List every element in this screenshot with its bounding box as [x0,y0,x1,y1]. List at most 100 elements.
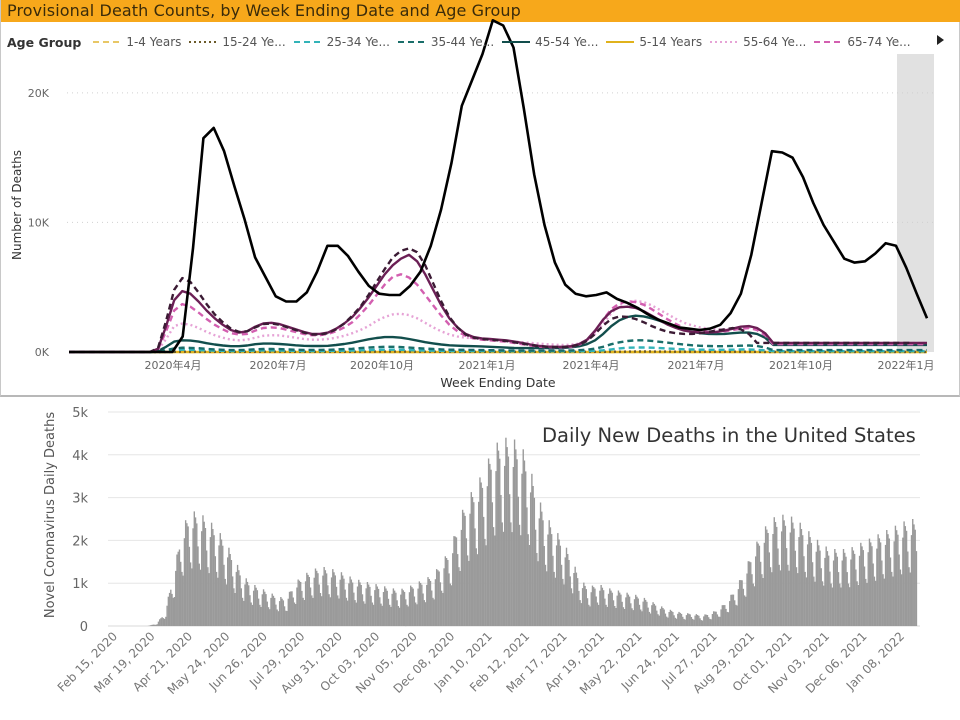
chart-legend: Age Group 1-4 Years 15-24 Ye... 25-34 Ye..… [7,33,917,51]
daily-bar [907,551,909,626]
daily-bar [205,550,208,626]
daily-bar [375,584,377,626]
y-tick-label: 1k [72,577,88,592]
daily-bar [737,589,740,626]
daily-bar [705,614,707,626]
daily-bar [356,586,359,626]
daily-bar [346,600,349,626]
daily-bar [476,554,479,626]
daily-bar [322,575,324,626]
daily-bar [458,567,460,626]
legend-item-35-44-years[interactable]: 35-44 Ye... [396,35,494,49]
daily-bar [580,603,583,626]
daily-bar [716,614,719,626]
daily-bar [241,597,244,626]
daily-bar [661,606,663,626]
daily-bar [882,574,884,626]
daily-bar [623,609,626,626]
daily-bar [825,546,827,626]
daily-bar [574,566,576,626]
daily-bar [784,525,787,626]
daily-bar [815,551,817,626]
daily-bar [453,536,455,626]
daily-bar [480,482,482,626]
daily-bar [344,589,346,626]
daily-bar [172,597,174,626]
daily-bar [584,585,586,626]
daily-bar [553,571,555,626]
legend-item-65-74-years[interactable]: 65-74 Ye... [812,35,911,49]
daily-bar [431,590,433,626]
daily-bar [183,538,186,626]
daily-bar [669,609,672,626]
legend-swatch-icon [502,41,531,43]
legend-swatch-icon [397,41,426,43]
daily-bar [260,607,262,626]
daily-bar [303,600,306,626]
daily-bar [484,538,486,626]
daily-bar [388,604,391,626]
daily-bar [715,611,717,626]
daily-bar [210,522,213,626]
daily-bar [440,590,443,626]
daily-bar [569,576,571,626]
daily-bar [700,620,702,626]
daily-bar [381,605,383,626]
daily-bar [204,528,207,626]
daily-bar [246,581,249,626]
legend-swatch-icon [293,41,322,43]
legend-label: 45-54 Ye... [535,35,599,49]
daily-bar [444,556,447,626]
daily-bar [821,581,824,626]
daily-bar [225,584,228,626]
x-tick-label: 2021年10月 [769,358,833,372]
daily-bar [231,576,234,626]
daily-bar [334,575,336,626]
daily-bar [652,602,654,626]
daily-bar [687,613,689,626]
daily-bar [646,601,648,626]
daily-bar [377,588,380,626]
daily-bar [435,569,438,626]
daily-bar [506,447,508,626]
daily-bar [659,608,662,626]
daily-bar [602,590,605,626]
daily-bar [371,602,374,626]
daily-bar [528,545,531,626]
series-line-35-44-years [69,339,927,354]
daily-bar [618,592,621,626]
daily-bar [327,585,329,626]
legend-next-icon[interactable] [937,35,944,45]
daily-bar [622,607,625,626]
daily-bar [730,594,732,626]
daily-bar [360,585,362,626]
daily-bar [719,616,721,626]
daily-bar [391,593,393,626]
daily-bar [845,556,847,626]
legend-item-25-34-years[interactable]: 25-34 Ye... [292,35,390,49]
daily-bar [259,604,261,626]
daily-bar [325,573,328,626]
daily-bar [166,605,168,626]
daily-bar [766,529,768,626]
y-tick-label: 4k [72,449,88,464]
daily-bar [756,541,758,626]
daily-bar [834,549,836,626]
daily-bar [636,596,638,626]
daily-bar [620,594,622,626]
daily-bar [283,606,286,626]
legend-item-1-4-years[interactable]: 1-4 Years [91,35,181,49]
daily-bar [234,593,236,626]
daily-bar [726,611,728,626]
legend-item-5-14-years[interactable]: 5-14 Years [604,35,702,49]
legend-item-15-24-years[interactable]: 15-24 Ye... [187,35,286,49]
line-chart: 0K 10K 20K Number of Deaths 2020年4月 2020年7月 20… [10,18,935,390]
daily-bar [648,611,651,626]
daily-bar [762,578,764,626]
daily-bar [475,548,477,626]
legend-item-55-64-years[interactable]: 55-64 Ye... [708,35,806,49]
legend-item-45-54-years[interactable]: 45-54 Ye... [500,35,598,49]
daily-bar [223,564,225,626]
daily-bar [434,579,437,626]
daily-bar [271,593,273,626]
